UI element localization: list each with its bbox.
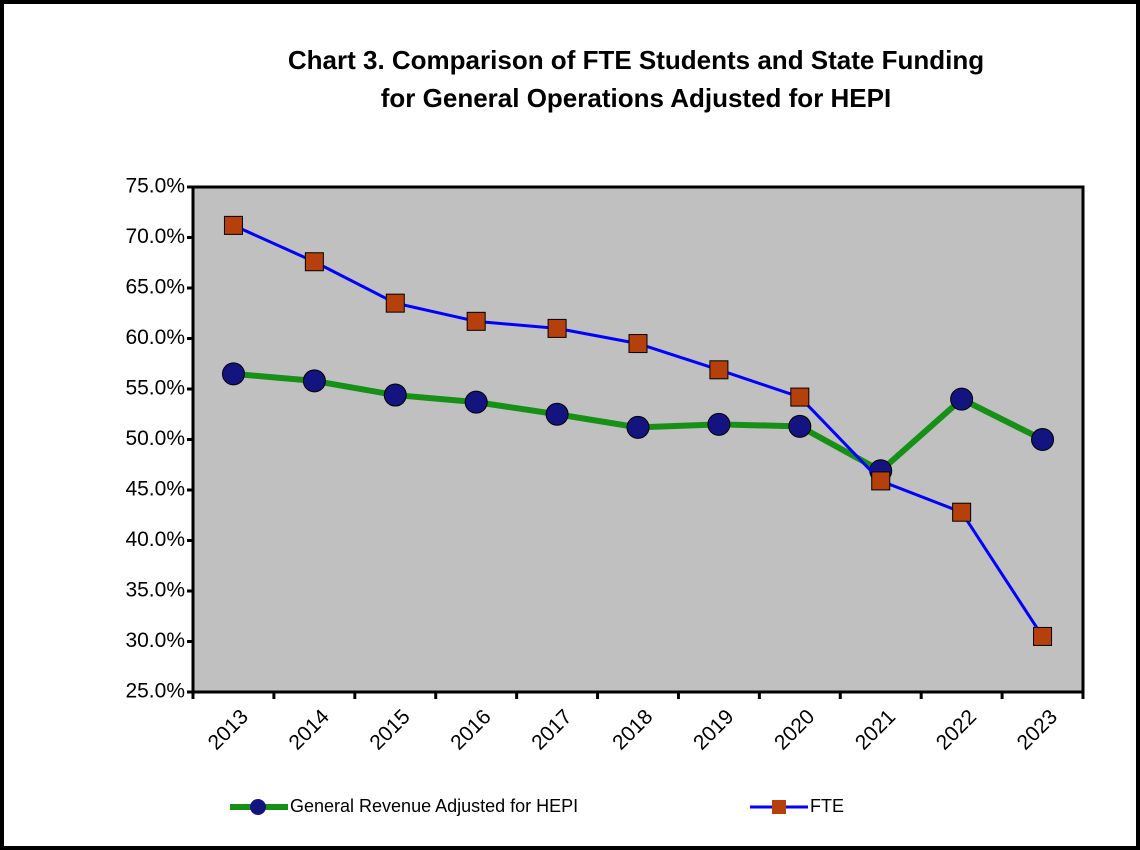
marker (788, 414, 812, 438)
y-tick-label: 45.0% (125, 478, 185, 501)
y-tick-label: 25.0% (125, 680, 185, 703)
marker (304, 252, 324, 272)
marker (302, 369, 326, 393)
marker (1033, 626, 1053, 646)
legend-label: FTE (810, 796, 844, 816)
legend-marker (250, 799, 266, 815)
y-tick-label: 60.0% (125, 326, 185, 349)
marker (628, 334, 648, 354)
marker (545, 402, 569, 426)
marker (547, 318, 567, 338)
y-tick-label: 50.0% (125, 427, 185, 450)
marker (952, 502, 972, 522)
y-tick-label: 70.0% (125, 225, 185, 248)
chart-title: Chart 3. Comparison of FTE Students and … (288, 45, 984, 75)
marker (871, 471, 891, 491)
y-tick-label: 35.0% (125, 579, 185, 602)
marker (383, 383, 407, 407)
marker (1031, 428, 1055, 451)
y-tick-label: 75.0% (125, 175, 185, 198)
legend-marker (772, 800, 786, 814)
marker (709, 360, 729, 380)
chart-title: for General Operations Adjusted for HEPI (381, 83, 891, 113)
y-tick-label: 55.0% (125, 377, 185, 400)
marker (707, 412, 731, 436)
legend-label: General Revenue Adjusted for HEPI (290, 796, 578, 816)
marker (790, 387, 810, 407)
marker (223, 215, 243, 235)
marker (466, 311, 486, 331)
marker (385, 293, 405, 313)
marker (221, 362, 245, 386)
plot-area (191, 185, 1085, 694)
marker (464, 390, 488, 414)
y-tick-label: 30.0% (125, 629, 185, 652)
y-tick-label: 65.0% (125, 276, 185, 299)
marker (626, 415, 650, 439)
y-tick-label: 40.0% (125, 528, 185, 551)
marker (950, 387, 974, 411)
